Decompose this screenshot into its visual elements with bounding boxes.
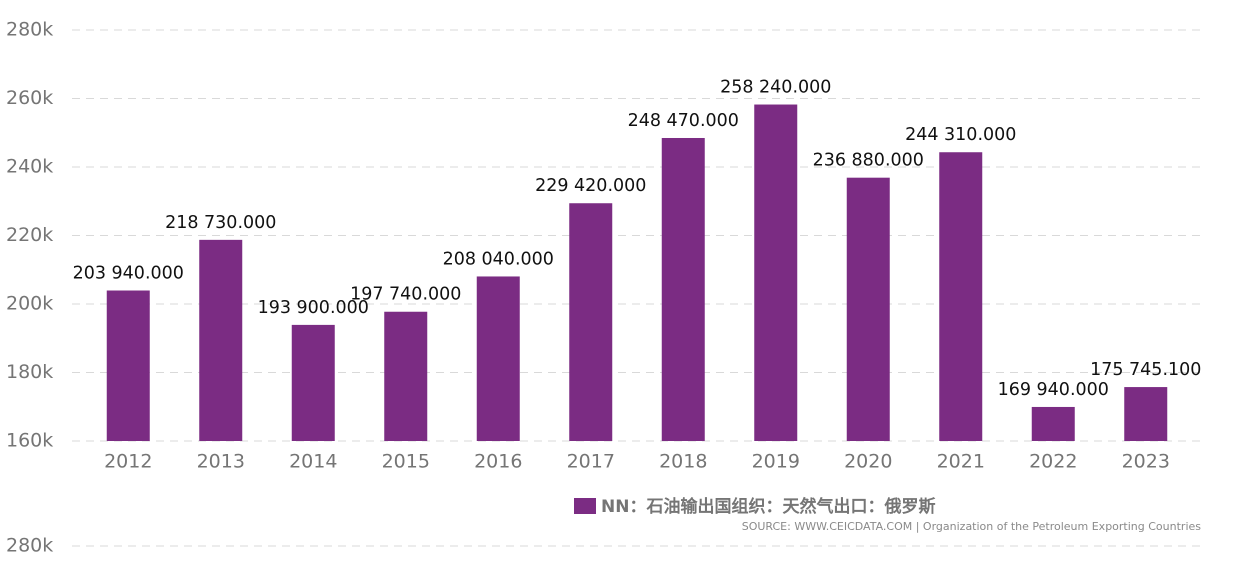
source: SOURCE: WWW.CEICDATA.COM | Organization … [742,520,1202,533]
x-tick-label: 2017 [567,451,615,473]
value-label: 197 740.000 [350,285,461,305]
bar [199,239,243,441]
value-label: 208 040.000 [443,249,554,269]
value-label: 236 880.000 [813,151,924,171]
x-tick-label: 2018 [659,451,707,473]
y-tick-label: 180k [6,361,53,383]
x-tick-label: 2022 [1029,451,1077,473]
x-tick-label: 2016 [474,451,522,473]
bar [939,152,983,441]
bar [661,137,705,442]
bar [384,311,428,441]
value-label: 258 240.000 [720,78,831,98]
value-label: 229 420.000 [535,176,646,196]
y-tick-label: 280k [6,535,53,557]
bar [106,290,150,441]
bar [1031,406,1075,441]
bar [291,324,335,441]
y-tick-label: 160k [6,430,53,452]
value-label: 193 900.000 [258,298,369,318]
value-label: 175 745.100 [1090,360,1201,380]
bar [754,104,798,441]
y-tick-label: 200k [6,293,53,315]
x-tick-label: 2015 [382,451,430,473]
y-tick-label: 280k [6,19,53,41]
y-tick-label: 220k [6,224,53,246]
value-label: 218 730.000 [165,213,276,233]
legend-label: NN：石油输出国组织：天然气出口：俄罗斯 [601,496,935,517]
x-tick-label: 2019 [752,451,800,473]
x-tick-label: 2012 [104,451,152,473]
bar [569,203,613,441]
y-tick-label: 240k [6,156,53,178]
value-label: 203 940.000 [73,264,184,284]
y-tick-label: 260k [6,87,53,109]
bar [476,276,520,441]
value-label: 248 470.000 [628,111,739,131]
x-tick-label: 2020 [844,451,892,473]
x-tick-label: 2021 [937,451,985,473]
value-label: 169 940.000 [998,380,1109,400]
bar [846,177,890,441]
legend-swatch [574,498,596,514]
bar [1124,387,1168,441]
x-tick-label: 2013 [197,451,245,473]
x-tick-label: 2023 [1122,451,1170,473]
value-label: 244 310.000 [905,125,1016,145]
x-tick-label: 2014 [289,451,337,473]
